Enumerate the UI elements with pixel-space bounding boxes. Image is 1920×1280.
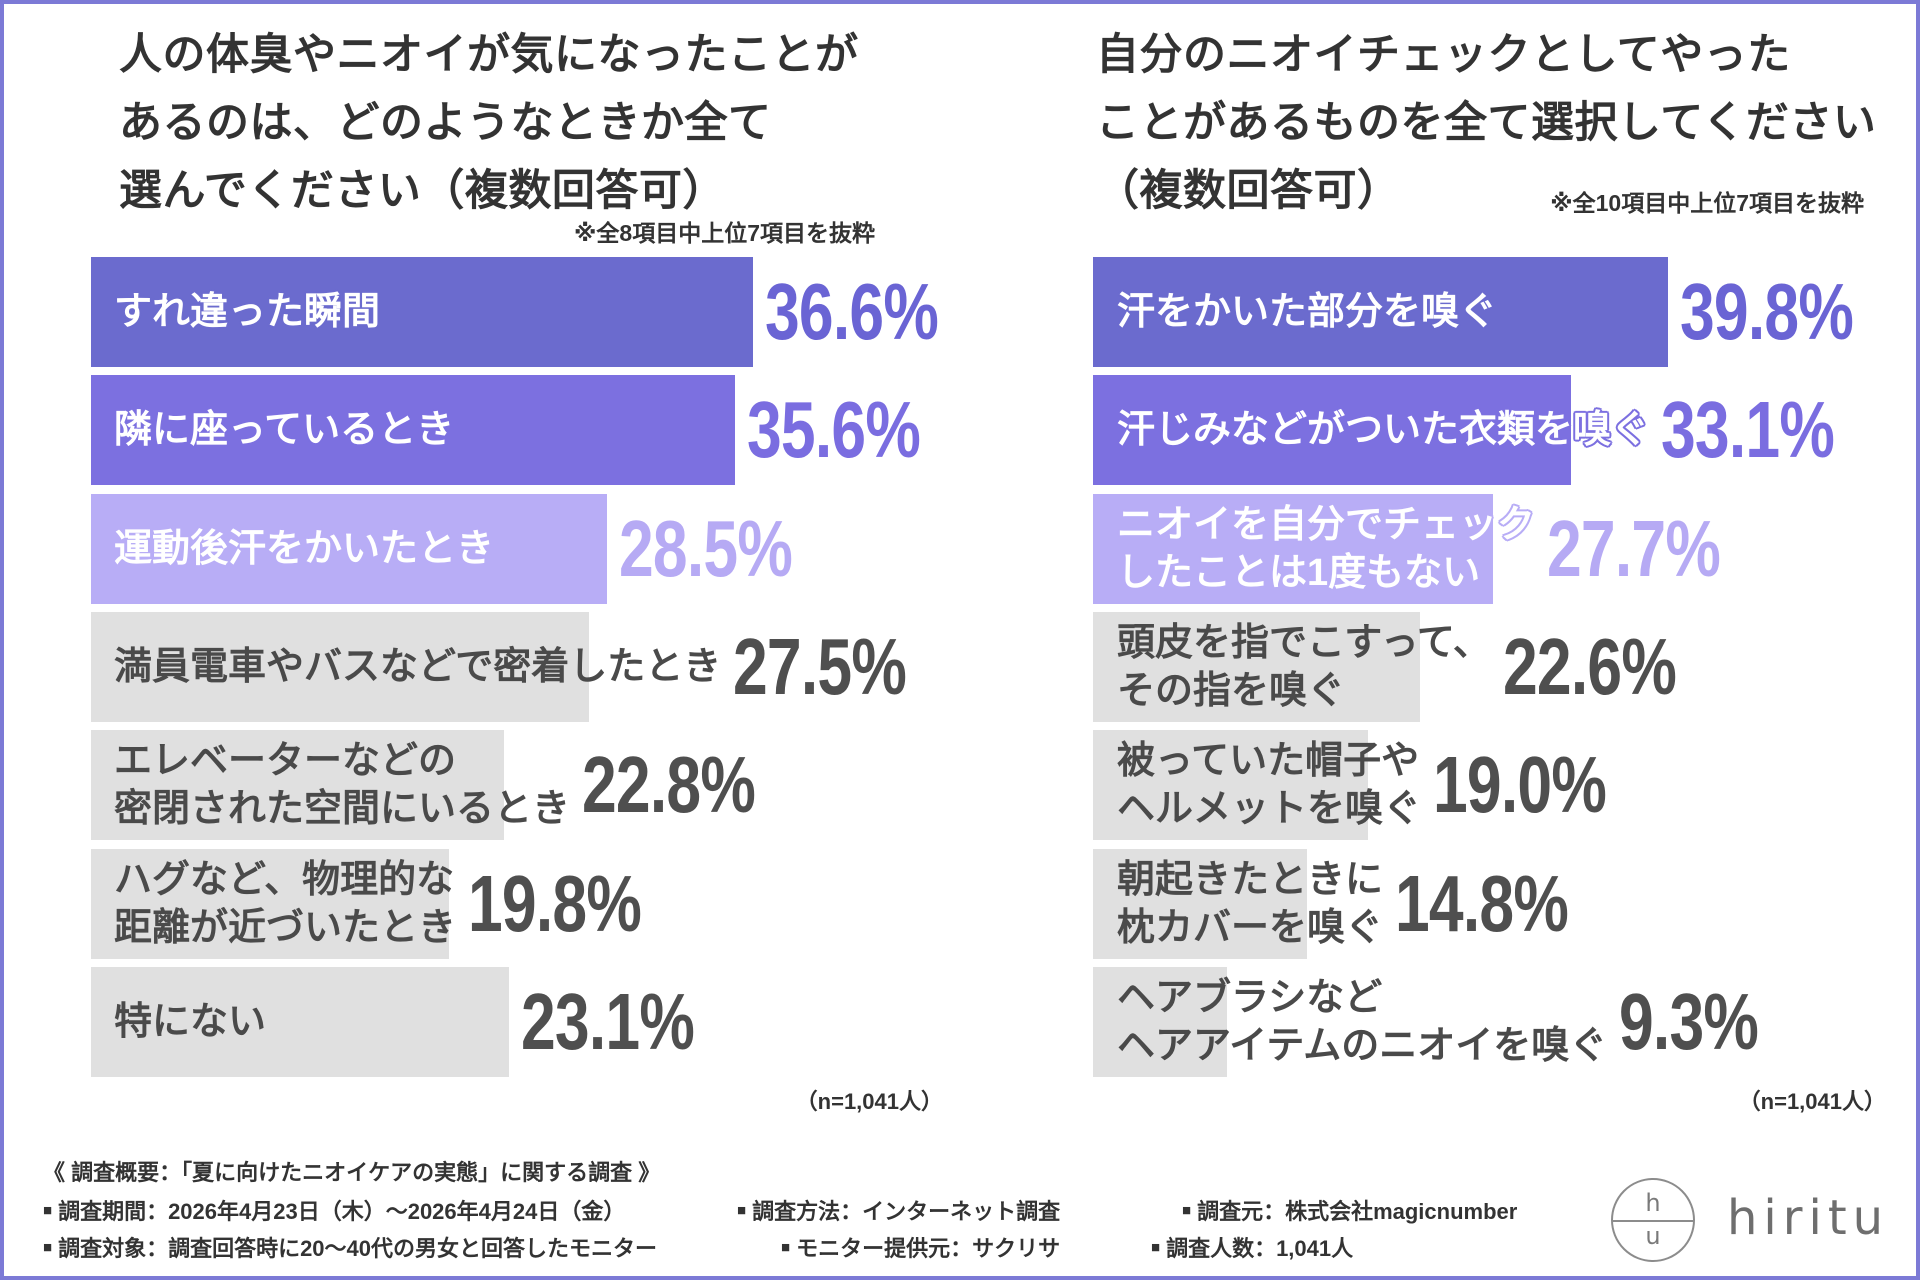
bar-label: 頭皮を指でこすって、 その指を嗅ぐ <box>1117 621 1491 712</box>
value-label: 33.1% <box>1661 385 1835 475</box>
value-label: 35.6% <box>747 385 921 475</box>
bar-row: 特にない 23.1% <box>91 966 931 1077</box>
bar-chart-left: すれ違った瞬間 36.6% 隣に座っているとき 35.6% 運動後汗をかいたとき 28.5… <box>91 257 939 1087</box>
bar <box>1093 375 1572 486</box>
value-label: 39.8% <box>1680 267 1854 356</box>
survey-item: ■ 調査元：株式会社magicnumber <box>1182 1198 1517 1227</box>
bar <box>1093 848 1307 959</box>
survey-item-text: モニター提供元：サクリサ <box>796 1236 1061 1261</box>
survey-item-text: 調査方法：インターネット調査 <box>752 1199 1061 1224</box>
sample-size-left: （n=1,041人） <box>795 1089 943 1114</box>
bar <box>1093 611 1420 722</box>
survey-item-text: 調査期間：2026年4月23日（木）～2026年4月24日（金） <box>58 1199 626 1224</box>
bar-label: エレベーターなどの 密閉された空間にいるとき <box>114 740 571 831</box>
value-label: 23.1% <box>521 976 695 1066</box>
survey-item: ■ 調査期間：2026年4月23日（木）～2026年4月24日（金） <box>43 1198 625 1227</box>
survey-item-text: 調査対象：調査回答時に20～40代の男女と回答したモニター <box>58 1236 658 1261</box>
survey-item: ■ 調査人数：1,041人 <box>1151 1235 1353 1264</box>
bar-row: 満員電車やバスなどで密着したとき 27.5% <box>91 611 931 722</box>
value-label: 22.6% <box>1503 621 1677 711</box>
bar-label: 隣に座っているとき <box>114 409 455 452</box>
bullet-icon: ■ <box>1151 1239 1161 1257</box>
bar-label: ヘアブラシなど ヘアアイテムのニオイを嗅ぐ <box>1117 976 1608 1067</box>
value-label: 36.6% <box>765 267 939 356</box>
value-label: 22.8% <box>582 740 756 830</box>
bar-row: 汗をかいた部分を嗅ぐ 39.8% <box>1093 257 1903 367</box>
chart-title-left: 人の体臭やニオイが気になったことが あるのは、どのようなときか全て 選んでくださ… <box>119 31 859 215</box>
bar-row: エレベーターなどの 密閉された空間にいるとき 22.8% <box>91 730 931 841</box>
bar-label: 汗じみなどがついた衣類を嗅ぐ <box>1117 409 1650 452</box>
bar <box>91 730 504 841</box>
bar-row: 頭皮を指でこすって、 その指を嗅ぐ 22.6% <box>1093 611 1903 722</box>
survey-item: ■ 調査対象：調査回答時に20～40代の男女と回答したモニター <box>43 1235 657 1264</box>
survey-item-text: 調査元：株式会社magicnumber <box>1197 1199 1518 1224</box>
bar <box>1093 493 1494 604</box>
bar <box>91 375 736 486</box>
logo-mark: h u <box>1611 1178 1695 1262</box>
bar-label: 汗をかいた部分を嗅ぐ <box>1117 291 1498 333</box>
bar <box>91 966 510 1077</box>
bar-row: ニオイを自分でチェック したことは1度もない 27.7% <box>1093 493 1903 604</box>
bullet-icon: ■ <box>781 1239 791 1257</box>
logo-wordmark: hiritu <box>1727 1190 1890 1246</box>
bar <box>91 848 450 959</box>
bar-row: 汗じみなどがついた衣類を嗅ぐ 33.1% <box>1093 375 1903 486</box>
bar-label: ハグなど、物理的な 距離が近づいたとき <box>114 858 457 949</box>
bar-label: ニオイを自分でチェック したことは1度もない <box>1117 503 1536 594</box>
bullet-icon: ■ <box>737 1202 747 1220</box>
bullet-icon: ■ <box>43 1202 53 1220</box>
bar <box>1093 257 1669 367</box>
chart-title-right: 自分のニオイチェックとしてやった ことがあるものを全て選択してください （複数回… <box>1096 31 1877 215</box>
chart-note-right: ※全10項目中上位7項目を抜粋 <box>1550 190 1864 216</box>
bullet-icon: ■ <box>43 1239 53 1257</box>
value-label: 27.5% <box>733 621 907 711</box>
survey-item: ■ モニター提供元：サクリサ <box>781 1235 1060 1264</box>
bar-row: 隣に座っているとき 35.6% <box>91 375 931 486</box>
value-label: 27.7% <box>1547 503 1721 593</box>
bullet-icon: ■ <box>1182 1202 1192 1220</box>
survey-heading: 《 調査概要：「夏に向けたニオイケアの実態」に関する調査 》 <box>43 1160 661 1185</box>
logo-mark-letter: u <box>1645 1222 1661 1250</box>
survey-item-text: 調査人数：1,041人 <box>1166 1236 1354 1261</box>
bar <box>1093 966 1228 1077</box>
bar <box>91 611 589 722</box>
value-label: 14.8% <box>1395 858 1569 948</box>
bar-row: 被っていた帽子や ヘルメットを嗅ぐ 19.0% <box>1093 730 1903 841</box>
bar-row: ヘアブラシなど ヘアアイテムのニオイを嗅ぐ 9.3% <box>1093 966 1903 1077</box>
bar-row: すれ違った瞬間 36.6% <box>91 257 939 367</box>
bar-label: 特にない <box>114 1000 267 1043</box>
bar-label: 被っていた帽子や ヘルメットを嗅ぐ <box>1117 740 1422 831</box>
bar-label: すれ違った瞬間 <box>114 291 381 333</box>
sample-size-right: （n=1,041人） <box>1738 1089 1886 1114</box>
value-label: 9.3% <box>1619 976 1759 1066</box>
bar-row: 運動後汗をかいたとき 28.5% <box>91 493 931 604</box>
value-label: 19.0% <box>1433 740 1607 830</box>
bar <box>91 493 607 604</box>
bar-chart-right: 汗をかいた部分を嗅ぐ 39.8% 汗じみなどがついた衣類を嗅ぐ 33.1% ニオイを自分… <box>1093 257 1903 1087</box>
logo-mark-letter: h <box>1645 1189 1661 1217</box>
bar-label: 満員電車やバスなどで密着したとき <box>114 645 722 688</box>
survey-item: ■ 調査方法：インターネット調査 <box>737 1198 1060 1227</box>
bar-row: ハグなど、物理的な 距離が近づいたとき 19.8% <box>91 848 931 959</box>
logo-mark-divider <box>1613 1220 1693 1222</box>
bar-label: 運動後汗をかいたとき <box>114 527 495 570</box>
bar-label: 朝起きたときに 枕カバーを嗅ぐ <box>1117 858 1384 949</box>
chart-note-left: ※全8項目中上位7項目を抜粋 <box>574 220 875 246</box>
bar <box>1093 730 1368 841</box>
bar <box>91 257 754 367</box>
value-label: 19.8% <box>468 858 642 948</box>
bar-row: 朝起きたときに 枕カバーを嗅ぐ 14.8% <box>1093 848 1903 959</box>
value-label: 28.5% <box>618 503 793 593</box>
